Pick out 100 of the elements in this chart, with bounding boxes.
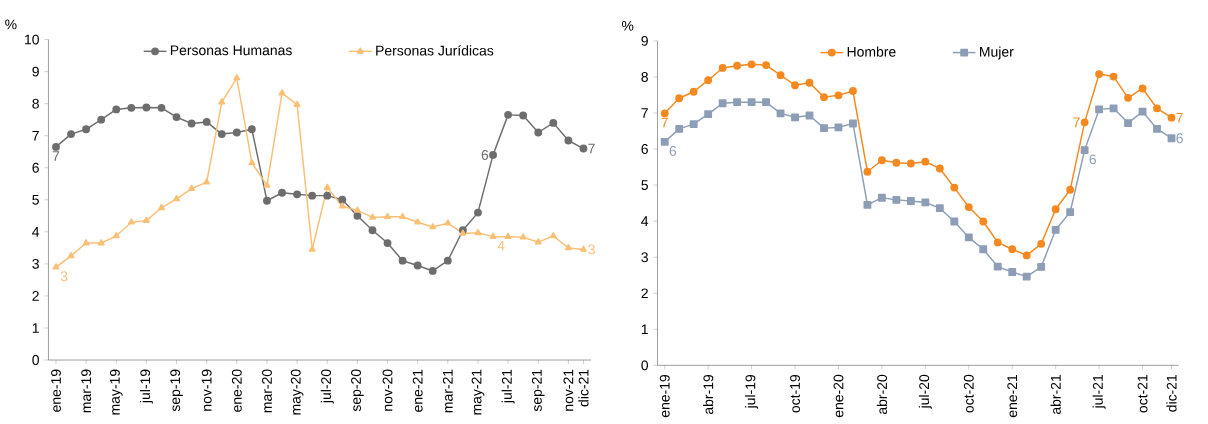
point	[278, 89, 286, 96]
point	[733, 98, 742, 107]
point	[718, 99, 727, 108]
point	[1138, 84, 1147, 93]
point	[935, 164, 944, 173]
point	[564, 136, 573, 145]
point	[504, 111, 513, 119]
y-tick-label: 9	[32, 66, 39, 77]
y-tick-label: 5	[32, 195, 39, 205]
y-tick-label: 2	[641, 288, 648, 299]
y-axis-title: %	[621, 20, 634, 31]
legend-label: Mujer	[980, 46, 1014, 60]
x-tick-label: jul-20	[320, 369, 334, 404]
point	[489, 232, 497, 240]
point	[353, 211, 362, 220]
point	[564, 244, 572, 251]
point	[921, 157, 930, 166]
y-tick-label: 7	[32, 130, 39, 141]
point	[1080, 146, 1089, 155]
y-tick-label: 1	[641, 324, 648, 335]
point	[112, 105, 121, 114]
y-tick-label: 1	[32, 323, 39, 333]
point	[157, 203, 165, 211]
point	[820, 93, 828, 102]
point	[1095, 70, 1104, 79]
point	[689, 120, 698, 129]
legend-label: Hombre	[847, 46, 896, 57]
x-tick-label: nov-20	[382, 369, 393, 411]
x-tick-label: may-20	[290, 369, 304, 415]
x-tick-label: abr-19	[703, 375, 714, 415]
point	[892, 196, 901, 204]
x-tick-label: dic-21	[1166, 375, 1177, 412]
x-tick-label: mar-21	[442, 369, 453, 413]
point	[248, 159, 256, 166]
x-tick-label: mar-20	[262, 369, 272, 413]
x-tick-label: oct-19	[790, 375, 800, 413]
point	[203, 178, 211, 185]
point	[1008, 268, 1017, 276]
data-label: 6	[1089, 154, 1097, 165]
point	[718, 64, 727, 72]
x-tick-label: oct-21	[1137, 375, 1148, 413]
point	[1066, 185, 1075, 194]
point	[338, 202, 346, 209]
point	[82, 125, 91, 134]
x-tick-label: jul-19	[745, 375, 759, 409]
point	[429, 223, 437, 230]
point	[142, 216, 150, 224]
x-tick-label: ene-20	[231, 369, 242, 412]
legend-label: Personas Jurídicas	[376, 45, 494, 56]
point	[1167, 134, 1176, 143]
point	[747, 60, 756, 69]
point	[863, 201, 872, 209]
x-tick-label: ene-19	[51, 369, 61, 412]
x-tick-label: ene-20	[833, 374, 844, 418]
point	[127, 103, 136, 112]
point	[338, 195, 347, 204]
y-tick-label: 4	[32, 227, 40, 237]
point	[834, 91, 843, 100]
point	[849, 119, 857, 128]
point	[519, 233, 527, 240]
x-tick-label: may-19	[109, 369, 123, 415]
point	[263, 196, 271, 205]
point	[979, 217, 988, 226]
point	[762, 61, 770, 70]
point	[127, 218, 135, 225]
point	[1051, 205, 1060, 214]
point	[97, 115, 106, 124]
data-label: 6	[481, 150, 489, 160]
point	[863, 167, 872, 176]
point	[444, 219, 452, 226]
point	[964, 233, 973, 242]
point	[368, 226, 377, 235]
point	[979, 245, 988, 254]
x-tick-label: ene-21	[412, 369, 423, 412]
point	[217, 130, 226, 139]
point	[308, 191, 317, 200]
point	[921, 198, 930, 207]
data-label: 3	[588, 244, 595, 255]
data-label: 4	[497, 240, 505, 251]
point	[368, 213, 376, 220]
point	[308, 245, 316, 252]
point	[112, 232, 120, 239]
point	[534, 238, 542, 245]
point	[97, 239, 105, 246]
point	[1109, 104, 1118, 113]
point	[1095, 105, 1104, 114]
point	[805, 78, 814, 87]
point	[660, 137, 669, 146]
point	[1109, 72, 1118, 81]
x-tick-label: jul-21	[501, 369, 515, 404]
legend-label: Personas Humanas	[170, 45, 292, 56]
point	[399, 212, 407, 220]
x-tick-label: jul-20	[918, 374, 932, 409]
x-tick-label: sep-19	[170, 369, 183, 412]
x-tick-label: sep-21	[531, 369, 545, 412]
point	[733, 61, 742, 70]
point	[263, 181, 271, 188]
y-tick-label: 5	[641, 180, 648, 191]
point	[474, 208, 482, 217]
point	[791, 81, 799, 90]
